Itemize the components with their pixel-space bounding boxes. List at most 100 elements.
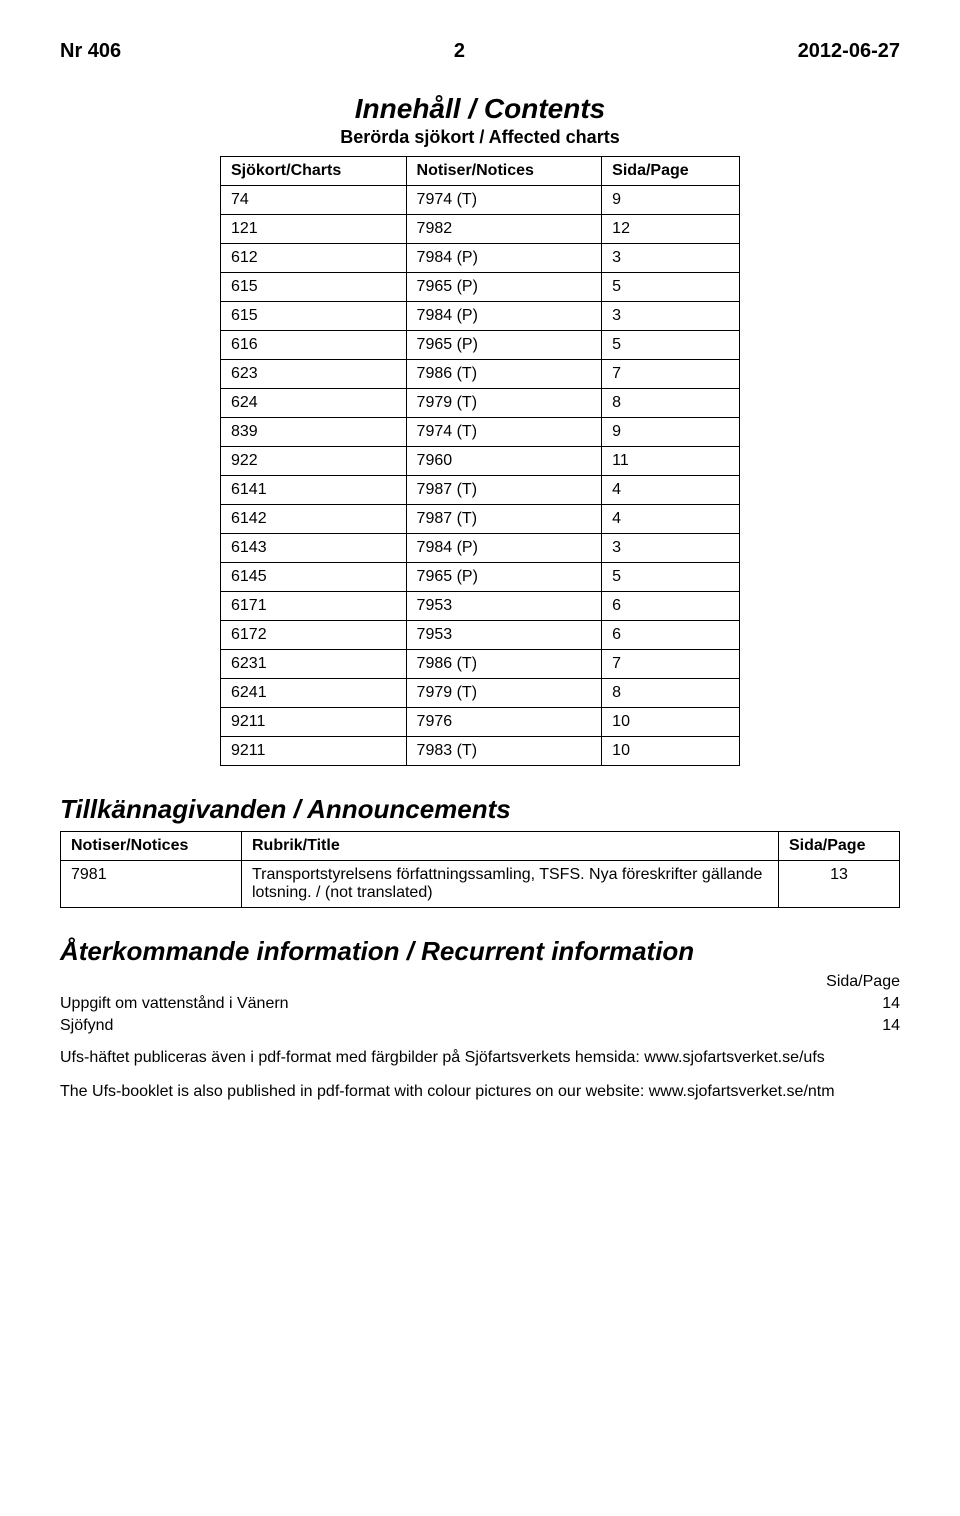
table-cell: 7974 (T)	[406, 186, 602, 215]
table-cell: 6171	[221, 592, 407, 621]
table-cell: 623	[221, 360, 407, 389]
table-row: 62317986 (T)7	[221, 650, 740, 679]
charts-col-0: Sjökort/Charts	[221, 157, 407, 186]
table-cell: 616	[221, 331, 407, 360]
header-left: Nr 406	[60, 40, 121, 63]
table-cell: 6	[602, 621, 740, 650]
recurrent-item-page: 14	[882, 995, 900, 1013]
ann-col-2: Sida/Page	[779, 832, 900, 861]
charts-col-1: Notiser/Notices	[406, 157, 602, 186]
table-row: 9211797610	[221, 708, 740, 737]
table-cell: 3	[602, 244, 740, 273]
charts-header-row: Sjökort/Charts Notiser/Notices Sida/Page	[221, 157, 740, 186]
table-cell: 922	[221, 447, 407, 476]
table-cell: 4	[602, 505, 740, 534]
table-cell: 7965 (P)	[406, 331, 602, 360]
table-row: 922796011	[221, 447, 740, 476]
table-row: 6157965 (P)5	[221, 273, 740, 302]
contents-title: Innehåll / Contents	[60, 93, 900, 125]
footer-note-1: Ufs-häftet publiceras även i pdf-format …	[60, 1047, 900, 1069]
table-cell: 6	[602, 592, 740, 621]
table-row: 6167965 (P)5	[221, 331, 740, 360]
table-cell: 6172	[221, 621, 407, 650]
table-cell: 7979 (T)	[406, 679, 602, 708]
table-cell: 6142	[221, 505, 407, 534]
contents-subtitle: Berörda sjökort / Affected charts	[60, 127, 900, 148]
table-cell: 7953	[406, 592, 602, 621]
table-row: 747974 (T)9	[221, 186, 740, 215]
recurrent-page-label: Sida/Page	[60, 973, 900, 991]
table-cell: 7965 (P)	[406, 563, 602, 592]
table-cell: 7965 (P)	[406, 273, 602, 302]
table-cell: 7986 (T)	[406, 360, 602, 389]
table-cell: 7986 (T)	[406, 650, 602, 679]
table-cell: 6231	[221, 650, 407, 679]
table-cell: 7	[602, 650, 740, 679]
table-cell: 615	[221, 302, 407, 331]
table-row: 6127984 (P)3	[221, 244, 740, 273]
table-cell: 7984 (P)	[406, 244, 602, 273]
table-cell: 5	[602, 331, 740, 360]
table-cell: 624	[221, 389, 407, 418]
header-center: 2	[454, 40, 465, 63]
table-cell: 10	[602, 737, 740, 766]
table-cell: 839	[221, 418, 407, 447]
recurrent-item-label: Sjöfynd	[60, 1017, 113, 1035]
table-row: 617279536	[221, 621, 740, 650]
table-row: 62417979 (T)8	[221, 679, 740, 708]
table-cell: 612	[221, 244, 407, 273]
header-right: 2012-06-27	[798, 40, 900, 63]
table-row: 92117983 (T)10	[221, 737, 740, 766]
table-cell: 3	[602, 302, 740, 331]
table-cell: 7	[602, 360, 740, 389]
table-row: 121798212	[221, 215, 740, 244]
table-cell: 8	[602, 389, 740, 418]
table-cell: 12	[602, 215, 740, 244]
table-row: 8397974 (T)9	[221, 418, 740, 447]
footer-note-2: The Ufs-booklet is also published in pdf…	[60, 1081, 900, 1103]
table-row: 6247979 (T)8	[221, 389, 740, 418]
recurrent-item: Sjöfynd 14	[60, 1017, 900, 1035]
table-row: 7981Transportstyrelsens författningssaml…	[61, 861, 900, 908]
announcements-title: Tillkännagivanden / Announcements	[60, 794, 900, 825]
table-row: 6157984 (P)3	[221, 302, 740, 331]
announcements-header-row: Notiser/Notices Rubrik/Title Sida/Page	[61, 832, 900, 861]
table-cell: 615	[221, 273, 407, 302]
table-cell: 7983 (T)	[406, 737, 602, 766]
ann-col-1: Rubrik/Title	[242, 832, 779, 861]
table-cell: 7960	[406, 447, 602, 476]
page-header: Nr 406 2 2012-06-27	[60, 40, 900, 63]
table-cell: 9211	[221, 737, 407, 766]
table-cell: 8	[602, 679, 740, 708]
table-row: 6237986 (T)7	[221, 360, 740, 389]
table-cell: 6241	[221, 679, 407, 708]
recurrent-title: Återkommande information / Recurrent inf…	[60, 936, 900, 967]
table-row: 61457965 (P)5	[221, 563, 740, 592]
charts-col-2: Sida/Page	[602, 157, 740, 186]
table-cell: 6141	[221, 476, 407, 505]
table-cell: 7987 (T)	[406, 505, 602, 534]
table-cell: 10	[602, 708, 740, 737]
table-row: 617179536	[221, 592, 740, 621]
table-cell: 7987 (T)	[406, 476, 602, 505]
table-cell: Transportstyrelsens författningssamling,…	[242, 861, 779, 908]
table-cell: 7982	[406, 215, 602, 244]
table-cell: 121	[221, 215, 407, 244]
table-cell: 5	[602, 273, 740, 302]
table-cell: 7953	[406, 621, 602, 650]
announcements-table: Notiser/Notices Rubrik/Title Sida/Page 7…	[60, 831, 900, 908]
table-cell: 11	[602, 447, 740, 476]
charts-table: Sjökort/Charts Notiser/Notices Sida/Page…	[220, 156, 740, 766]
recurrent-item: Uppgift om vattenstånd i Vänern 14	[60, 995, 900, 1013]
table-cell: 6143	[221, 534, 407, 563]
table-cell: 7981	[61, 861, 242, 908]
recurrent-item-page: 14	[882, 1017, 900, 1035]
recurrent-item-label: Uppgift om vattenstånd i Vänern	[60, 995, 289, 1013]
table-cell: 13	[779, 861, 900, 908]
table-cell: 74	[221, 186, 407, 215]
table-cell: 5	[602, 563, 740, 592]
ann-col-0: Notiser/Notices	[61, 832, 242, 861]
table-cell: 9	[602, 186, 740, 215]
table-cell: 9	[602, 418, 740, 447]
table-cell: 4	[602, 476, 740, 505]
